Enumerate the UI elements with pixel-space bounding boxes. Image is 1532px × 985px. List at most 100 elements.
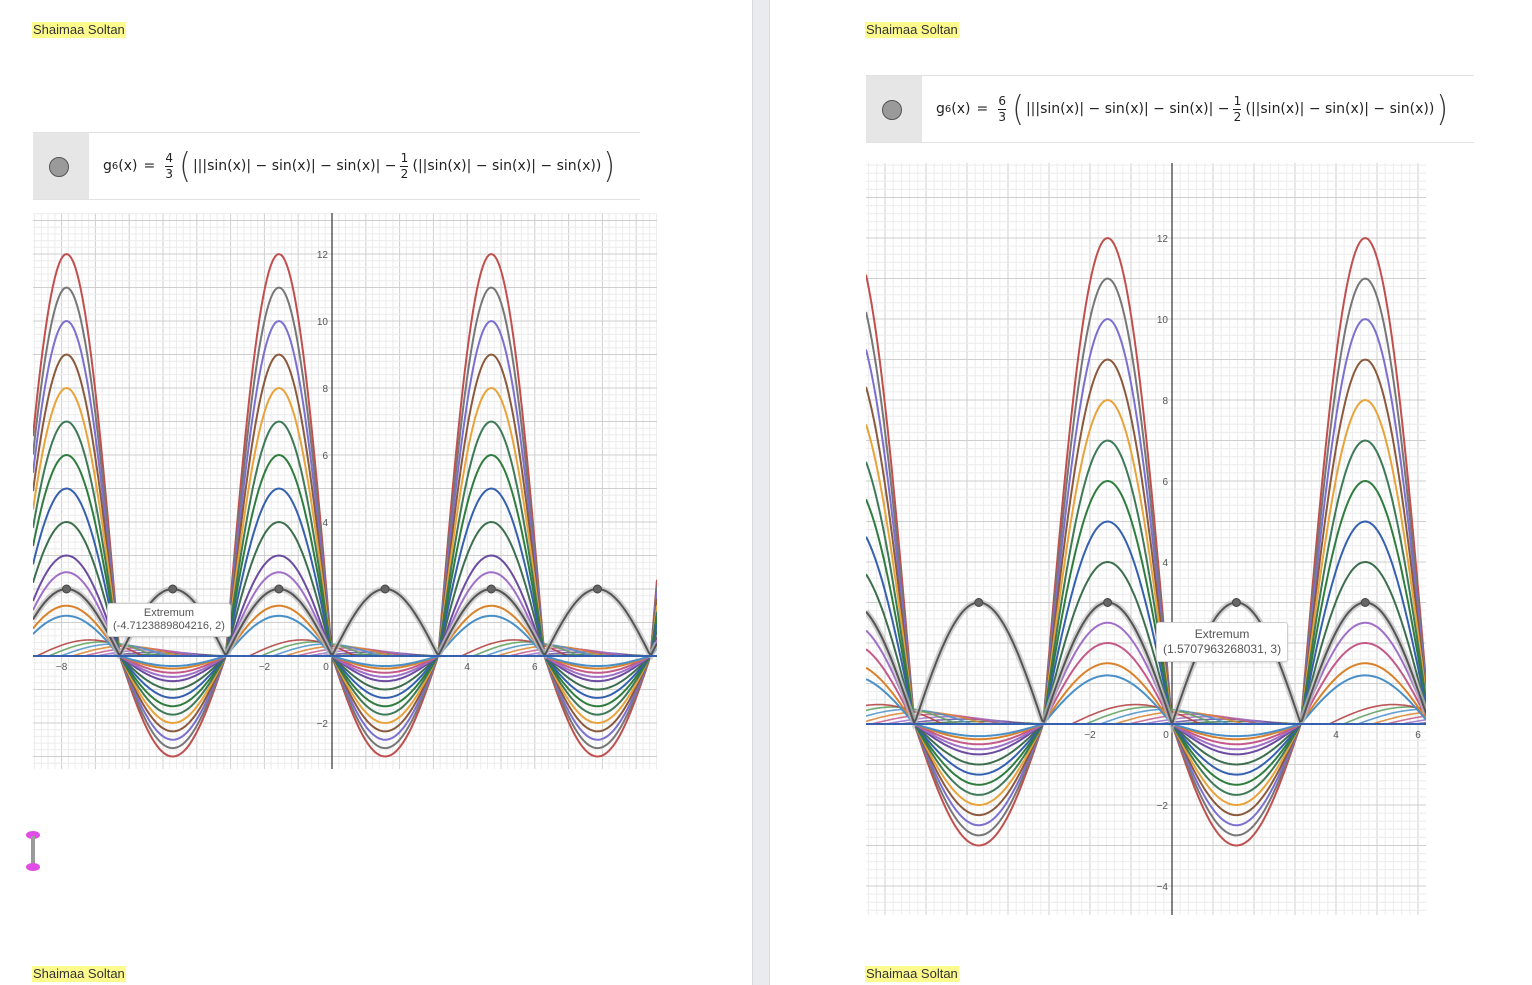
formula-part-1: |||sin(x)| − sin(x)| − sin(x)| −: [1025, 101, 1230, 117]
x-tick-label: 6: [1415, 730, 1421, 741]
graph-left[interactable]: −8 −2 0 4 6 12 10 8 6 4 −2: [33, 213, 657, 769]
y-tick-label: 12: [1157, 234, 1169, 245]
formula-part-2: (||sin(x)| − sin(x)| − sin(x)): [1245, 101, 1435, 117]
curve: [866, 358, 1426, 817]
visibility-handle[interactable]: [33, 133, 89, 199]
extremum-point[interactable]: [274, 584, 284, 594]
half-denominator: 2: [1233, 109, 1242, 124]
curve: [33, 614, 657, 667]
half-denominator: 2: [400, 166, 409, 181]
curve: [866, 317, 1426, 827]
extremum-tooltip: Extremum (1.5707963268031, 3): [1156, 622, 1289, 662]
x-tick-label: 0: [323, 662, 329, 673]
extremum-point[interactable]: [1103, 598, 1113, 607]
x-tick-label: −2: [1084, 730, 1096, 741]
tooltip-value: (1.5707963268031, 3): [1163, 642, 1282, 656]
curve: [866, 439, 1426, 796]
extremum-point[interactable]: [592, 584, 602, 594]
y-tick-label: 4: [322, 518, 328, 529]
curve: [866, 236, 1426, 847]
close-paren: ): [1436, 88, 1449, 130]
visibility-handle[interactable]: [866, 76, 922, 142]
equals-sign: =: [143, 158, 156, 174]
curve: [866, 621, 1426, 751]
extremum-point[interactable]: [168, 584, 178, 594]
tooltip-title: Extremum: [1194, 627, 1250, 641]
coefficient-numerator: 4: [165, 150, 174, 165]
coefficient-numerator: 6: [998, 93, 1007, 108]
curve: [866, 662, 1426, 741]
curve: [866, 277, 1426, 837]
function-arg: (x): [118, 158, 138, 174]
extremum-tooltip: Extremum (-4.7123889804216, 2): [107, 603, 231, 637]
author-label-bottom: Shaimaa Soltan: [32, 966, 126, 982]
y-tick-label: −4: [1157, 882, 1169, 893]
curve: [866, 674, 1426, 738]
y-tick-label: −2: [317, 719, 329, 730]
author-label-bottom: Shaimaa Soltan: [865, 966, 959, 982]
text-cursor-marker-icon[interactable]: [25, 830, 41, 872]
extremum-point[interactable]: [1360, 598, 1370, 607]
selected-curve[interactable]: [866, 601, 1426, 728]
x-tick-label: 4: [1333, 730, 1339, 741]
minor-curve: [33, 641, 657, 657]
half-numerator: 1: [1233, 93, 1242, 108]
curve: [33, 386, 657, 725]
x-tick-label: 0: [1163, 730, 1169, 741]
curve: [33, 420, 657, 716]
formula-part-2: (||sin(x)| − sin(x)| − sin(x)): [412, 158, 602, 174]
y-tick-label: 12: [317, 250, 329, 261]
plot-background: [866, 163, 1426, 915]
equals-sign: =: [976, 101, 989, 117]
curve-family: [33, 252, 657, 758]
x-tick-label: 4: [464, 662, 470, 673]
curve: [866, 479, 1426, 786]
function-arg: (x): [951, 101, 971, 117]
extremum-point[interactable]: [1231, 598, 1241, 607]
y-tick-label: 8: [1162, 396, 1168, 407]
graph-right[interactable]: −2 0 4 6 12 10 8 6 4 −2 −4: [866, 163, 1426, 915]
visibility-toggle-icon[interactable]: [49, 157, 69, 177]
curve: [866, 520, 1426, 776]
y-tick-label: 8: [322, 384, 328, 395]
author-label-top: Shaimaa Soltan: [865, 22, 959, 38]
curve: [866, 641, 1426, 746]
curve: [866, 398, 1426, 807]
y-tick-label: 6: [322, 451, 328, 462]
curve: [33, 453, 657, 708]
x-tick-label: 6: [532, 662, 538, 673]
author-label-top: Shaimaa Soltan: [32, 22, 126, 38]
tooltip-value: (-4.7123889804216, 2): [113, 620, 225, 632]
extremum-point[interactable]: [62, 584, 72, 594]
curve-family: [866, 236, 1426, 847]
open-paren: (: [179, 145, 191, 187]
page-gutter: [752, 0, 770, 985]
extremum-point[interactable]: [380, 584, 390, 594]
y-tick-label: 10: [317, 317, 329, 328]
y-tick-label: 10: [1157, 315, 1169, 326]
curve: [866, 560, 1426, 766]
curve: [33, 487, 657, 699]
close-paren: ): [603, 145, 616, 187]
coefficient-denominator: 3: [998, 109, 1007, 124]
function-name: g: [103, 158, 112, 174]
visibility-toggle-icon[interactable]: [882, 100, 902, 120]
tooltip-title: Extremum: [143, 607, 195, 619]
extremum-point[interactable]: [486, 584, 496, 594]
x-tick-label: −8: [56, 662, 68, 673]
y-tick-label: 4: [1162, 558, 1168, 569]
extremum-point[interactable]: [974, 598, 984, 607]
formula-part-1: |||sin(x)| − sin(x)| − sin(x)| −: [192, 158, 397, 174]
half-numerator: 1: [400, 150, 409, 165]
x-tick-label: −2: [259, 662, 271, 673]
